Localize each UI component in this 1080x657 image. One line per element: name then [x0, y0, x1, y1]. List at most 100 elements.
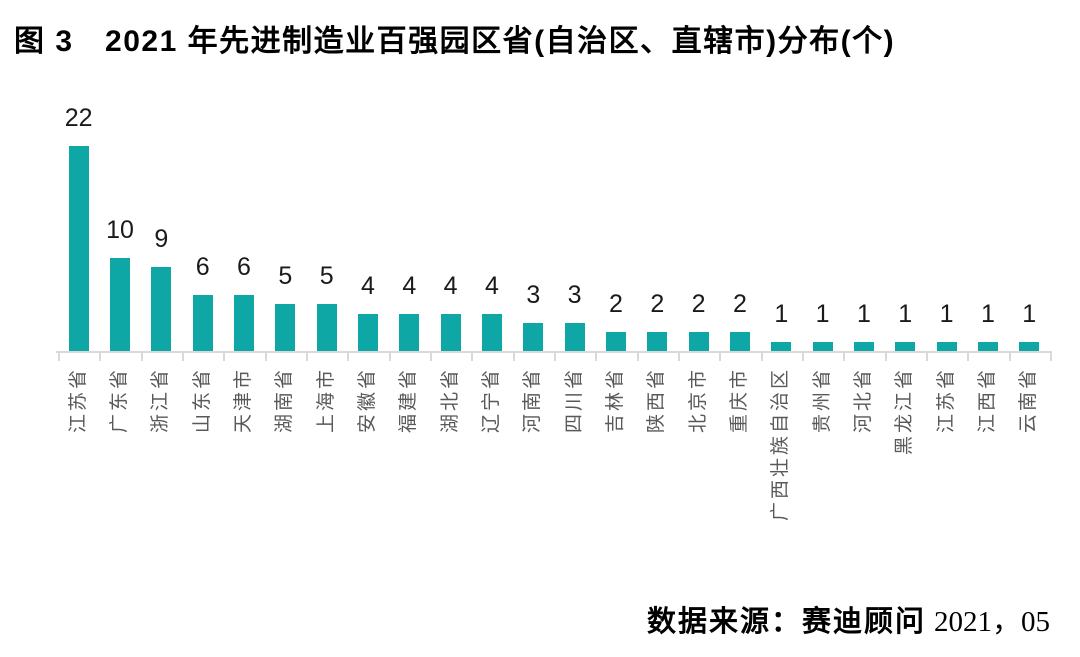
bar-value-label: 4: [361, 272, 375, 300]
x-axis-tick: [223, 353, 226, 361]
bar: [440, 314, 461, 351]
x-axis-label: 湖南省: [274, 367, 296, 434]
bar-value-label: 2: [691, 290, 706, 318]
figure-title: 图 3 2021 年先进制造业百强园区省(自治区、直辖市)分布(个): [14, 25, 896, 58]
bar: [233, 295, 254, 351]
x-axis-tick: [760, 353, 763, 361]
bar-value-label: 3: [567, 281, 582, 309]
bar-value-label: 9: [154, 225, 169, 253]
x-axis-label: 安徽省: [356, 367, 378, 434]
x-axis-tick: [677, 353, 680, 361]
bar-value-label: 2: [650, 290, 665, 318]
bar-value-label: 1: [898, 300, 913, 328]
bar-value-label: 3: [526, 281, 541, 309]
bar-value-label: 10: [106, 216, 134, 244]
bar: [109, 258, 130, 351]
bar: [853, 342, 874, 351]
bar-value-label: 4: [402, 272, 417, 300]
bar: [936, 342, 957, 351]
x-axis-label: 河南省: [522, 367, 544, 434]
x-axis-tick: [58, 353, 60, 361]
x-axis-tick: [99, 353, 102, 361]
x-axis-label: 天津市: [232, 367, 254, 434]
x-axis-tick: [801, 353, 804, 361]
x-axis-label: 辽宁省: [480, 367, 502, 434]
bar-value-label: 5: [278, 262, 293, 290]
bar: [977, 342, 998, 351]
x-axis-label: 江苏省: [67, 367, 89, 434]
x-axis-tick: [636, 353, 639, 361]
x-axis-line: [56, 351, 1052, 353]
bar: [647, 332, 668, 351]
bar: [1019, 342, 1040, 351]
x-axis-label: 河北省: [852, 367, 874, 434]
bar: [275, 304, 296, 351]
x-axis-tick: [305, 353, 308, 361]
data-source-label: 数据来源：赛迪顾问: [646, 606, 926, 638]
bar-value-label: 1: [1022, 300, 1037, 328]
x-axis-label: 广东省: [108, 367, 130, 434]
x-axis-label: 福建省: [398, 367, 420, 434]
bar-value-label: 5: [319, 262, 334, 290]
bar-value-label: 1: [856, 300, 871, 328]
x-axis-label: 云南省: [1018, 367, 1040, 434]
bar: [523, 323, 544, 351]
bar: [316, 304, 337, 351]
bar: [771, 342, 792, 351]
bar-value-label: 6: [237, 253, 251, 281]
bar-value-label: 1: [939, 300, 954, 328]
x-axis-tick: [140, 353, 143, 361]
bar-value-label: 4: [443, 272, 458, 300]
x-axis-tick: [347, 353, 350, 361]
bar-value-label: 1: [774, 300, 789, 328]
bar: [151, 267, 172, 351]
x-axis-tick: [884, 353, 887, 361]
bar-value-label: 1: [815, 300, 830, 328]
x-axis-label: 浙江省: [150, 367, 172, 434]
bar: [812, 342, 833, 351]
bar-value-label: 6: [195, 253, 210, 281]
x-axis-tick: [1049, 353, 1052, 361]
data-source-note: 数据来源：赛迪顾问 2021，05: [647, 598, 1050, 640]
bar: [68, 146, 89, 351]
x-axis-tick: [471, 353, 474, 361]
x-axis-label: 北京市: [687, 367, 709, 434]
x-axis-tick: [264, 353, 267, 361]
bar: [895, 342, 916, 351]
x-axis-tick: [388, 353, 391, 361]
x-axis-label: 重庆市: [728, 367, 750, 434]
bar-value-label: 2: [609, 290, 623, 318]
x-axis-label: 四川省: [563, 367, 585, 434]
x-axis-label: 上海市: [315, 367, 337, 434]
bar: [564, 323, 585, 351]
bar-value-label: 22: [64, 104, 93, 132]
bar: [729, 332, 750, 351]
bar: [192, 295, 213, 351]
x-axis-tick: [925, 353, 928, 361]
x-axis-label: 湖北省: [439, 367, 461, 434]
x-axis-label: 江苏省: [935, 367, 957, 434]
bar-value-label: 4: [485, 272, 499, 300]
x-axis-tick: [719, 353, 722, 361]
x-axis-label: 江西省: [976, 367, 998, 434]
x-axis-label: 吉林省: [604, 367, 626, 434]
x-axis-tick: [181, 353, 184, 361]
x-axis-tick: [429, 353, 432, 361]
x-axis-label: 山东省: [191, 367, 213, 434]
bar: [481, 314, 502, 351]
bar: [357, 314, 378, 351]
bar-value-label: 1: [980, 300, 995, 328]
data-source-date: 2021，05: [933, 606, 1050, 638]
bar: [399, 314, 420, 351]
x-axis-tick: [1008, 353, 1011, 361]
x-axis-tick: [553, 353, 556, 361]
x-axis-label: 贵州省: [811, 367, 833, 434]
x-axis-label: 黑龙江省: [894, 367, 916, 456]
x-axis-label: 陕西省: [646, 367, 668, 434]
bar: [688, 332, 709, 351]
x-axis-tick: [967, 353, 970, 361]
bar: [605, 332, 626, 351]
x-axis-tick: [595, 353, 598, 361]
